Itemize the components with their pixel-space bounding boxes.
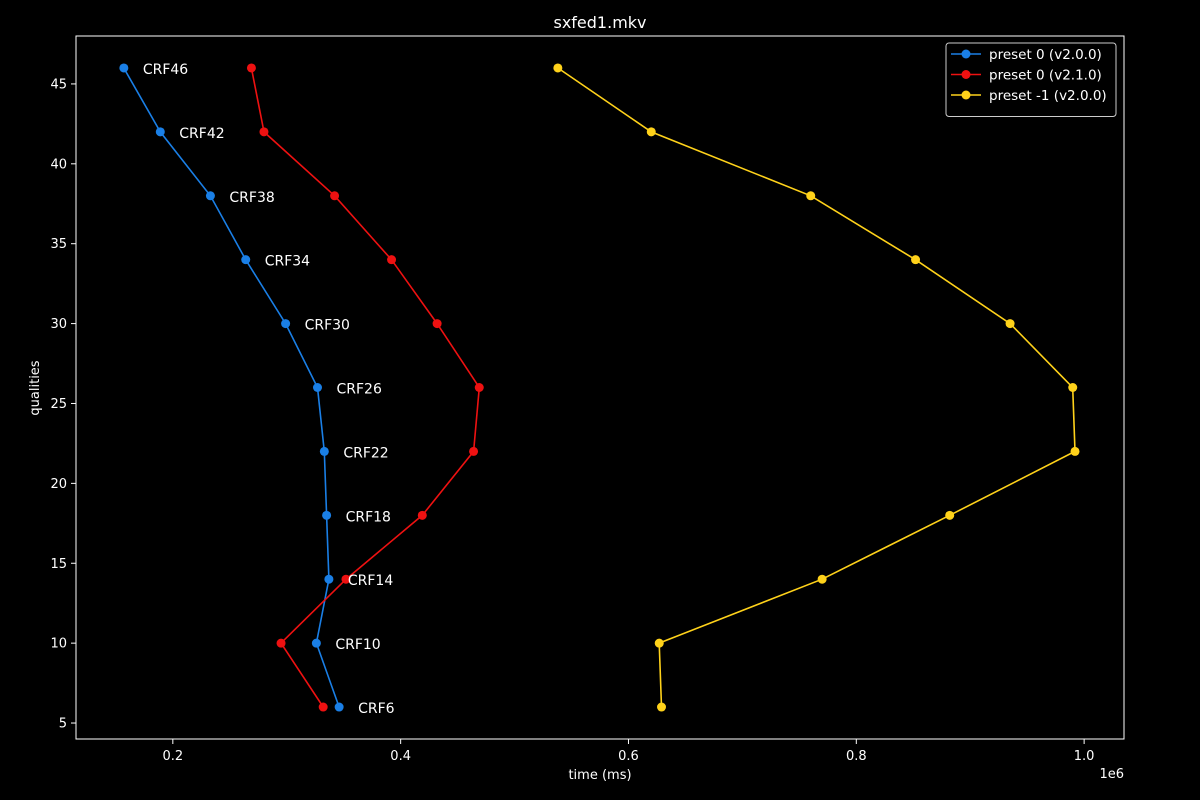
crf-annotation: CRF18 <box>346 509 391 525</box>
crf-annotation: CRF22 <box>343 445 388 461</box>
crf-annotation: CRF38 <box>229 190 274 206</box>
y-tick-label: 25 <box>50 397 67 412</box>
x-tick-label: 0.2 <box>162 749 183 764</box>
legend-box <box>945 42 1117 117</box>
data-point <box>817 574 827 584</box>
x-tick-label: 0.8 <box>846 749 867 764</box>
y-tick-label: 45 <box>50 77 67 92</box>
y-tick-label: 40 <box>50 157 67 172</box>
data-point <box>1070 446 1080 456</box>
crf-annotation: CRF6 <box>358 701 395 717</box>
data-point <box>469 446 479 456</box>
y-axis-label: qualities <box>28 360 43 415</box>
crf-annotation: CRF10 <box>335 637 380 653</box>
data-point <box>334 702 344 712</box>
y-tick-label: 10 <box>50 637 67 652</box>
y-tick-label: 15 <box>50 557 67 572</box>
data-point <box>911 255 921 265</box>
data-point <box>1005 319 1015 329</box>
data-point <box>1068 383 1078 392</box>
data-point <box>318 702 328 712</box>
x-tick-label: 0.4 <box>390 749 411 764</box>
data-point <box>657 702 667 712</box>
data-point <box>312 383 322 392</box>
data-point <box>311 638 321 648</box>
x-axis: 0.2 0.4 0.6 0.8 1.0 <box>162 739 1094 764</box>
data-point <box>119 63 129 73</box>
y-tick-label: 5 <box>59 717 67 732</box>
data-point <box>324 574 334 584</box>
data-point <box>155 127 165 137</box>
data-point <box>259 127 269 137</box>
data-point <box>322 510 332 520</box>
y-tick-label: 35 <box>50 237 67 252</box>
data-point <box>654 638 664 648</box>
crf-annotation: CRF26 <box>336 382 381 398</box>
plot-frame <box>75 35 1125 740</box>
crf-annotation: CRF42 <box>179 126 224 142</box>
crf-annotation: CRF34 <box>265 254 310 270</box>
legend-label: preset 0 (v2.1.0) <box>989 68 1102 84</box>
legend-label: preset 0 (v2.0.0) <box>989 47 1102 63</box>
legend: preset 0 (v2.0.0) preset 0 (v2.1.0) preset… <box>945 42 1117 117</box>
crf-annotation: CRF46 <box>143 62 188 78</box>
data-point <box>646 127 656 137</box>
x-axis-label: time (ms) <box>568 768 631 783</box>
y-tick-label: 20 <box>50 477 67 492</box>
data-point <box>417 510 427 520</box>
annotation-layer: CRF46 CRF42 CRF38 CRF34 CRF30 CRF26 CRF22 CRF18… <box>143 62 395 717</box>
data-point <box>387 255 397 265</box>
data-point <box>246 63 256 73</box>
x-tick-label: 1.0 <box>1074 749 1095 764</box>
y-axis: 5 10 15 20 25 30 35 40 45 <box>50 77 76 732</box>
data-point <box>281 319 291 329</box>
x-axis-offset-label: 1e6 <box>1099 767 1124 782</box>
data-point <box>945 510 955 520</box>
crf-annotation: CRF14 <box>348 573 393 589</box>
legend-marker <box>961 49 971 59</box>
data-point <box>474 383 484 392</box>
legend-marker <box>961 90 971 100</box>
data-point <box>553 63 563 73</box>
data-point <box>806 191 816 201</box>
data-point <box>341 574 351 584</box>
data-point <box>432 319 442 329</box>
data-point <box>241 255 251 265</box>
x-tick-label: 0.6 <box>618 749 639 764</box>
y-tick-label: 30 <box>50 317 67 332</box>
chart-title: sxfed1.mkv <box>553 13 646 32</box>
data-point <box>319 446 329 456</box>
legend-label: preset -1 (v2.0.0) <box>989 88 1107 104</box>
series-layer <box>119 63 1080 712</box>
legend-marker <box>961 70 971 79</box>
data-point <box>276 638 286 648</box>
data-point <box>330 191 340 201</box>
crf-annotation: CRF30 <box>305 318 350 334</box>
data-point <box>205 191 215 201</box>
